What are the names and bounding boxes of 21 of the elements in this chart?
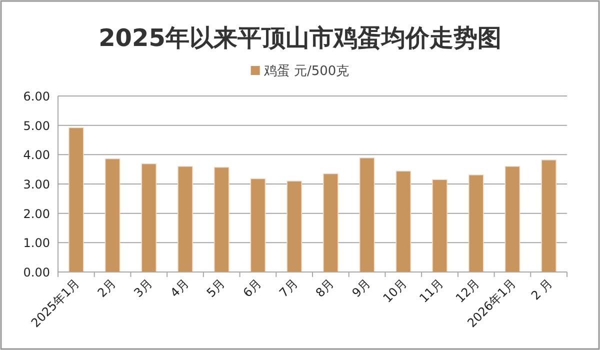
x-tick-label: 12月 <box>453 276 482 306</box>
legend-label: 鸡蛋 元/500克 <box>262 64 350 79</box>
x-tick-label: 6月 <box>240 276 264 300</box>
x-tick-label: 5月 <box>204 276 228 300</box>
chart-title: 2025年以来平顶山市鸡蛋均价走势图 <box>98 24 502 52</box>
x-tick-label: 2 月 <box>528 276 555 303</box>
x-tick-label: 10月 <box>380 276 410 306</box>
y-tick-label: 3.00 <box>23 178 50 192</box>
x-tick-label: 4月 <box>168 276 192 300</box>
x-tick-label: 9月 <box>349 276 374 300</box>
y-tick-label: 0.00 <box>23 266 50 280</box>
y-tick-label: 5.00 <box>23 118 50 133</box>
x-tick-label: 7月 <box>276 276 300 300</box>
x-tick-label: 8月 <box>313 276 337 300</box>
x-tick-label: 11月 <box>416 276 446 306</box>
x-tick-label: 3月 <box>131 276 156 300</box>
y-tick-label: 4.00 <box>23 148 50 162</box>
x-tick-label: 2月 <box>94 276 119 300</box>
y-tick-label: 6.00 <box>23 90 50 104</box>
y-tick-label: 2.00 <box>23 206 50 221</box>
y-tick-label: 1.00 <box>23 236 50 250</box>
